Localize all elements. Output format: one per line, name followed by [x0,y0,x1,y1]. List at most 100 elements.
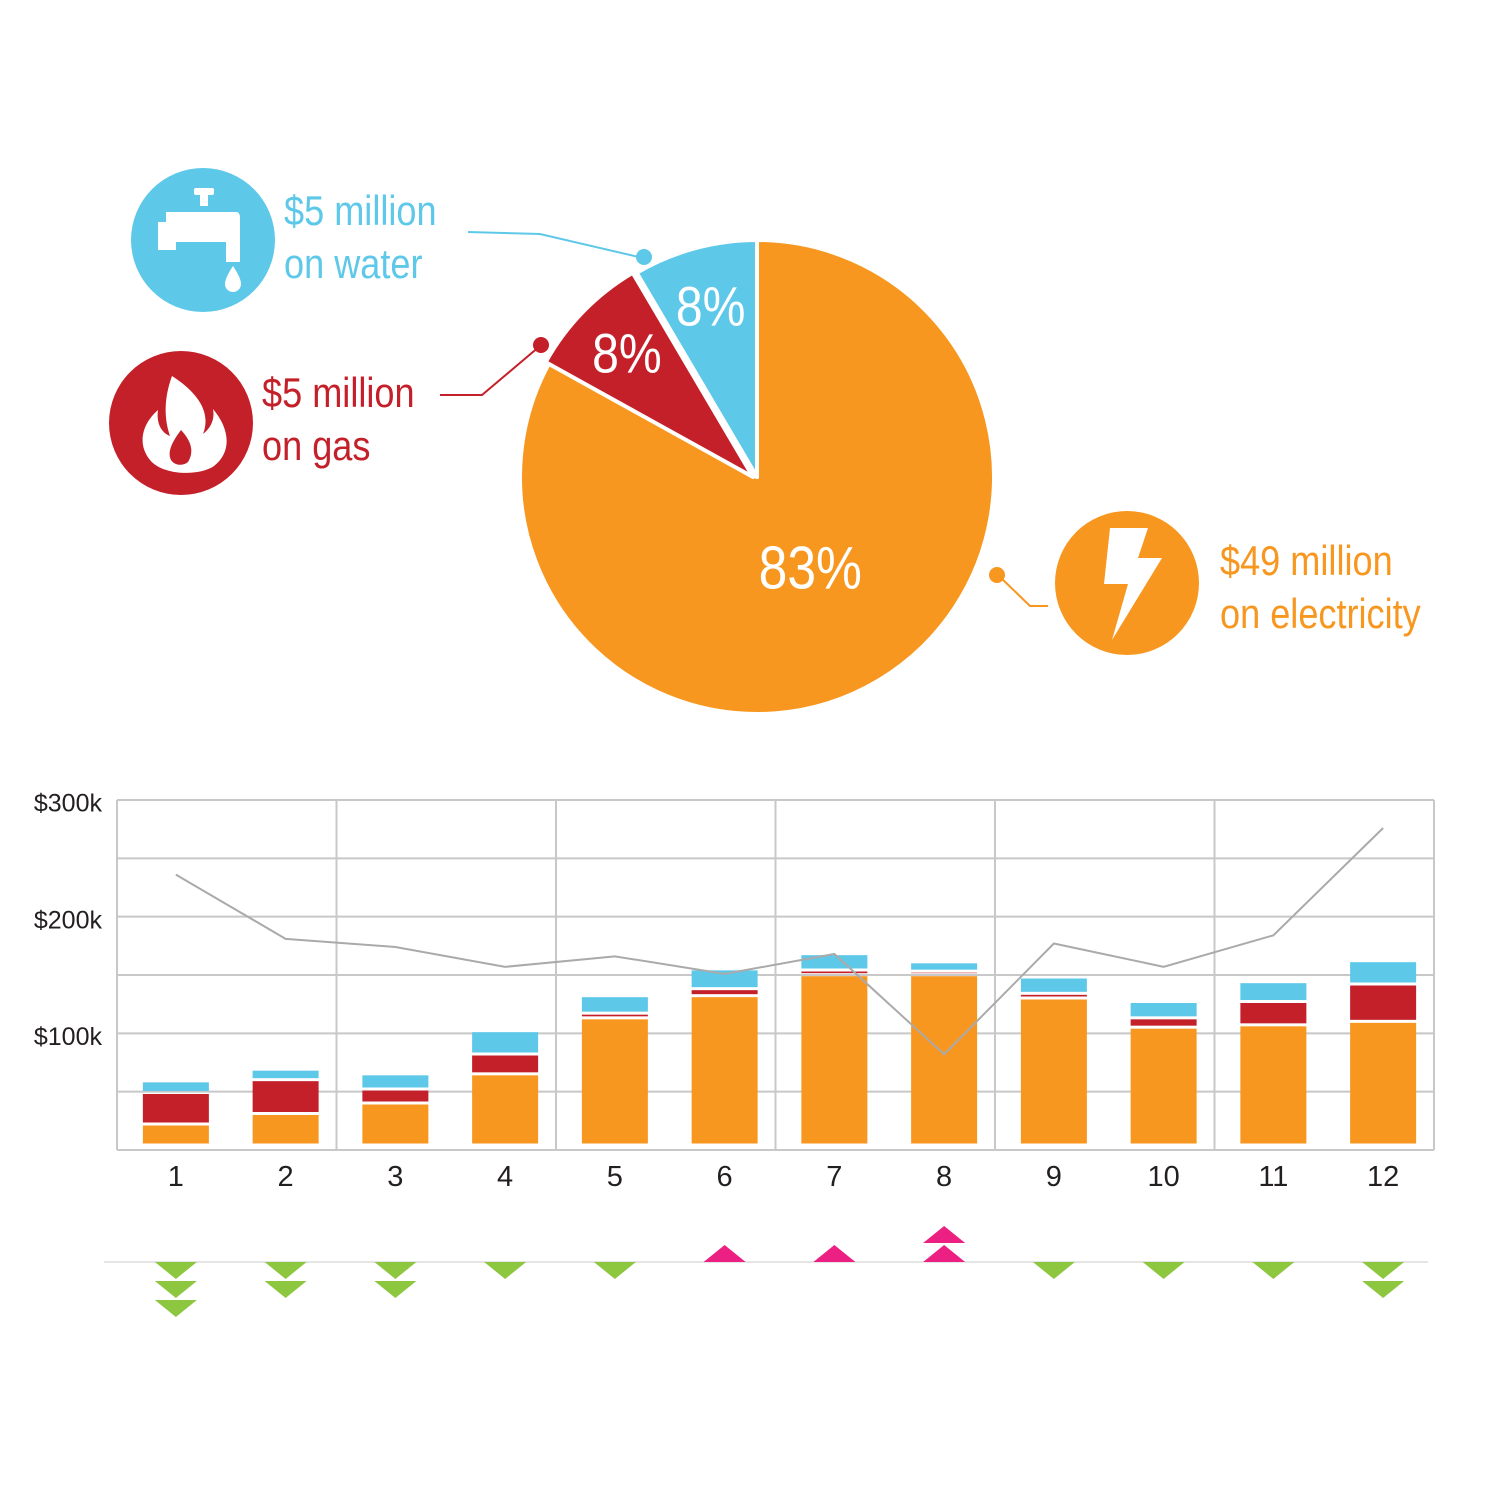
x-tick-label: 4 [497,1161,513,1193]
bar-stack-month-10 [1130,1003,1197,1144]
y-tick-label: $100k [34,1023,103,1051]
x-tick-label: 1 [168,1161,184,1193]
bar-segment-gas [362,1090,429,1102]
x-tick-label: 2 [278,1161,294,1193]
bar-segment-electricity [362,1104,429,1144]
decrease-arrow-icon [593,1262,636,1279]
bar-segment-gas [911,972,978,974]
x-axis-labels: 1 2 3 4 5 6 7 8 9 10 11 12 [168,1161,1399,1193]
bar-segment-electricity [801,976,868,1144]
pie-slice-group-water: 8% [634,238,759,479]
water-amount: $5 million [284,187,437,234]
bars [142,955,1417,1144]
bar-stack-month-8 [911,963,978,1144]
bar-stack-month-5 [581,997,648,1144]
bar-stack-month-1 [142,1082,209,1144]
x-tick-label: 9 [1046,1161,1062,1193]
callout-connectors [440,231,1048,607]
bar-segment-water [801,955,868,969]
bar-segment-electricity [472,1075,539,1144]
pie-label-electricity: 83% [759,534,862,602]
electricity-connector-dot [989,567,1005,583]
bar-stack-month-12 [1350,962,1417,1144]
bar-stack-month-7 [801,955,868,1144]
electricity-amount: $49 million [1220,537,1393,584]
x-tick-label: 7 [826,1161,842,1193]
gas-connector-dot [533,337,549,353]
decrease-arrow-icon [484,1262,527,1279]
x-tick-label: 6 [717,1161,733,1193]
y-tick-label: $200k [34,906,103,934]
bar-segment-water [911,963,978,970]
decrease-arrow-icon [1362,1262,1405,1279]
bar-segment-gas [1240,1003,1307,1024]
water-connector-line [467,231,644,259]
decrease-arrow-icon [264,1281,307,1298]
pie-slice-gas [543,270,755,479]
electricity-callout: $49 million on electricity [1220,534,1421,640]
gas-connector-line [440,345,541,396]
bar-segment-gas [1020,994,1087,997]
electricity-caption: on electricity [1220,590,1421,637]
bar-segment-gas [1350,985,1417,1020]
stacked-bar-chart: $100k$200k$300k 1 2 3 4 5 6 7 8 9 10 11 12 [34,790,1435,1317]
water-caption: on water [284,240,423,287]
bar-segment-water [1240,983,1307,1000]
increase-arrow-icon [703,1245,746,1262]
pie-label-water: 8% [676,276,746,338]
bar-segment-gas [1130,1019,1197,1026]
bar-segment-electricity [1130,1028,1197,1144]
x-tick-label: 12 [1367,1161,1399,1193]
electricity-connector-line [997,574,1048,607]
decrease-arrow-icon [374,1281,417,1298]
gas-callout: $5 million on gas [262,366,415,472]
bar-segment-gas [801,971,868,974]
pie-chart: 83% 8%8% [518,238,996,716]
pie-label-gas: 8% [592,323,662,385]
bar-segment-water [691,970,758,988]
y-axis-labels: $100k $200k $300k [34,790,103,1051]
bar-segment-water [1020,978,1087,992]
bar-segment-gas [472,1055,539,1073]
trend-line [175,827,1384,1056]
y-tick-label: $300k [34,790,103,818]
bar-segment-gas [691,990,758,995]
bar-segment-water [142,1082,209,1091]
bar-segment-electricity [252,1115,319,1144]
bar-segment-gas [142,1094,209,1123]
water-tap-icon [131,168,275,312]
decrease-arrow-icon [1142,1262,1185,1279]
bar-segment-electricity [1240,1026,1307,1144]
bar-segment-electricity [1020,999,1087,1144]
bar-segment-water [472,1032,539,1053]
decrease-arrow-icon [154,1300,197,1317]
bar-segment-water [362,1075,429,1088]
water-connector-dot [636,249,652,265]
pie-slice-group-gas: 8% [543,270,755,479]
x-tick-label: 8 [936,1161,952,1193]
increase-arrow-icon [923,1226,966,1243]
lightning-bolt-icon [1055,511,1199,655]
pie-slice-water [634,238,759,479]
decrease-arrow-icon [264,1262,307,1279]
bar-segment-electricity [581,1019,648,1144]
bar-segment-water [252,1070,319,1079]
flame-icon [109,351,253,495]
increase-arrow-icon [923,1245,966,1262]
bar-segment-water [1130,1003,1197,1017]
bar-stack-month-6 [691,970,758,1144]
increase-arrow-icon [813,1245,856,1262]
bar-segment-gas [581,1014,648,1017]
gas-amount: $5 million [262,369,415,416]
bar-segment-electricity [911,976,978,1144]
trend-line-path [175,827,1384,1056]
x-tick-label: 11 [1258,1161,1288,1193]
bar-stack-month-4 [472,1032,539,1144]
bar-stack-month-3 [362,1075,429,1144]
bar-segment-gas [252,1081,319,1112]
bar-segment-water [581,997,648,1012]
decrease-arrow-icon [1252,1262,1295,1279]
bar-stack-month-2 [252,1070,319,1144]
decrease-arrow-icon [154,1281,197,1298]
